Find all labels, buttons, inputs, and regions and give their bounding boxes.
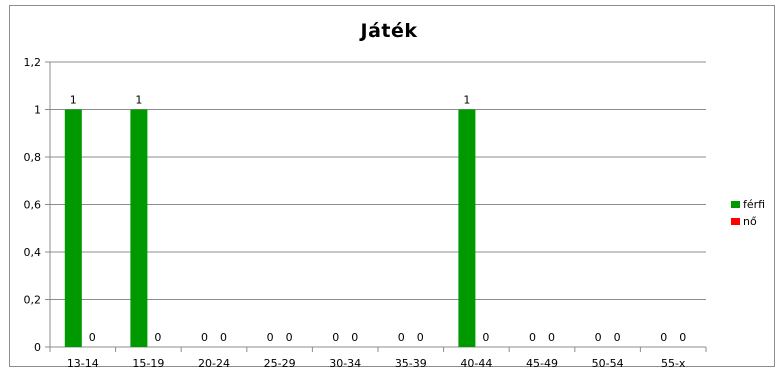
bar-ferfi [65, 110, 82, 348]
legend-label-no: nő [743, 215, 757, 228]
data-label: 0 [89, 331, 96, 344]
y-tick-label: 1,2 [24, 56, 42, 69]
data-label: 0 [154, 331, 161, 344]
data-label: 0 [679, 331, 686, 344]
x-tick-label: 55-x [661, 357, 686, 369]
x-tick-label: 20-24 [198, 357, 230, 369]
y-tick-label: 0,2 [24, 294, 42, 307]
x-tick-label: 40-44 [460, 357, 492, 369]
y-tick-label: 0 [34, 341, 41, 354]
data-label: 0 [351, 331, 358, 344]
y-tick-label: 0,6 [24, 199, 42, 212]
x-tick-label: 45-49 [526, 357, 558, 369]
y-tick-label: 0,4 [24, 246, 42, 259]
bar-ferfi [458, 110, 475, 348]
legend-swatch-ferfi [731, 201, 740, 208]
data-label: 0 [398, 331, 405, 344]
x-tick-label: 30-34 [329, 357, 361, 369]
y-tick-label: 1 [34, 104, 41, 117]
data-label: 0 [417, 331, 424, 344]
data-label: 1 [70, 94, 77, 107]
data-label: 0 [482, 331, 489, 344]
data-label: 0 [548, 331, 555, 344]
data-label: 0 [595, 331, 602, 344]
data-label: 0 [286, 331, 293, 344]
data-label: 1 [463, 94, 470, 107]
data-label: 0 [614, 331, 621, 344]
legend-item-no: nő [731, 213, 765, 230]
data-label: 0 [220, 331, 227, 344]
legend-item-ferfi: férfi [731, 196, 765, 213]
data-label: 0 [529, 331, 536, 344]
data-label: 0 [201, 331, 208, 344]
data-label: 0 [332, 331, 339, 344]
bar-ferfi [130, 110, 147, 348]
x-tick-label: 13-14 [67, 357, 99, 369]
x-tick-label: 50-54 [592, 357, 624, 369]
x-tick-label: 25-29 [264, 357, 296, 369]
legend-label-ferfi: férfi [743, 198, 765, 211]
chart-legend: férfi nő [731, 196, 765, 230]
data-label: 0 [660, 331, 667, 344]
x-tick-label: 35-39 [395, 357, 427, 369]
data-label: 0 [267, 331, 274, 344]
data-label: 1 [135, 94, 142, 107]
y-tick-label: 0,8 [24, 151, 42, 164]
legend-swatch-no [731, 218, 740, 225]
x-tick-label: 15-19 [132, 357, 164, 369]
